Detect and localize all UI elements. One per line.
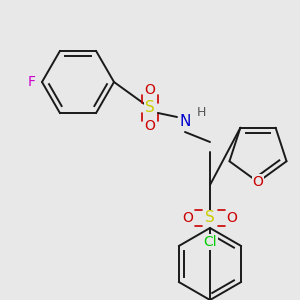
Text: H: H (196, 106, 206, 118)
Text: O: O (183, 211, 194, 225)
Text: N: N (179, 115, 191, 130)
Text: S: S (205, 211, 215, 226)
Text: S: S (145, 100, 155, 116)
Text: O: O (253, 175, 263, 189)
Text: O: O (226, 211, 237, 225)
Text: O: O (145, 83, 155, 97)
Text: F: F (28, 75, 36, 89)
Text: O: O (145, 119, 155, 133)
Text: Cl: Cl (203, 235, 217, 249)
